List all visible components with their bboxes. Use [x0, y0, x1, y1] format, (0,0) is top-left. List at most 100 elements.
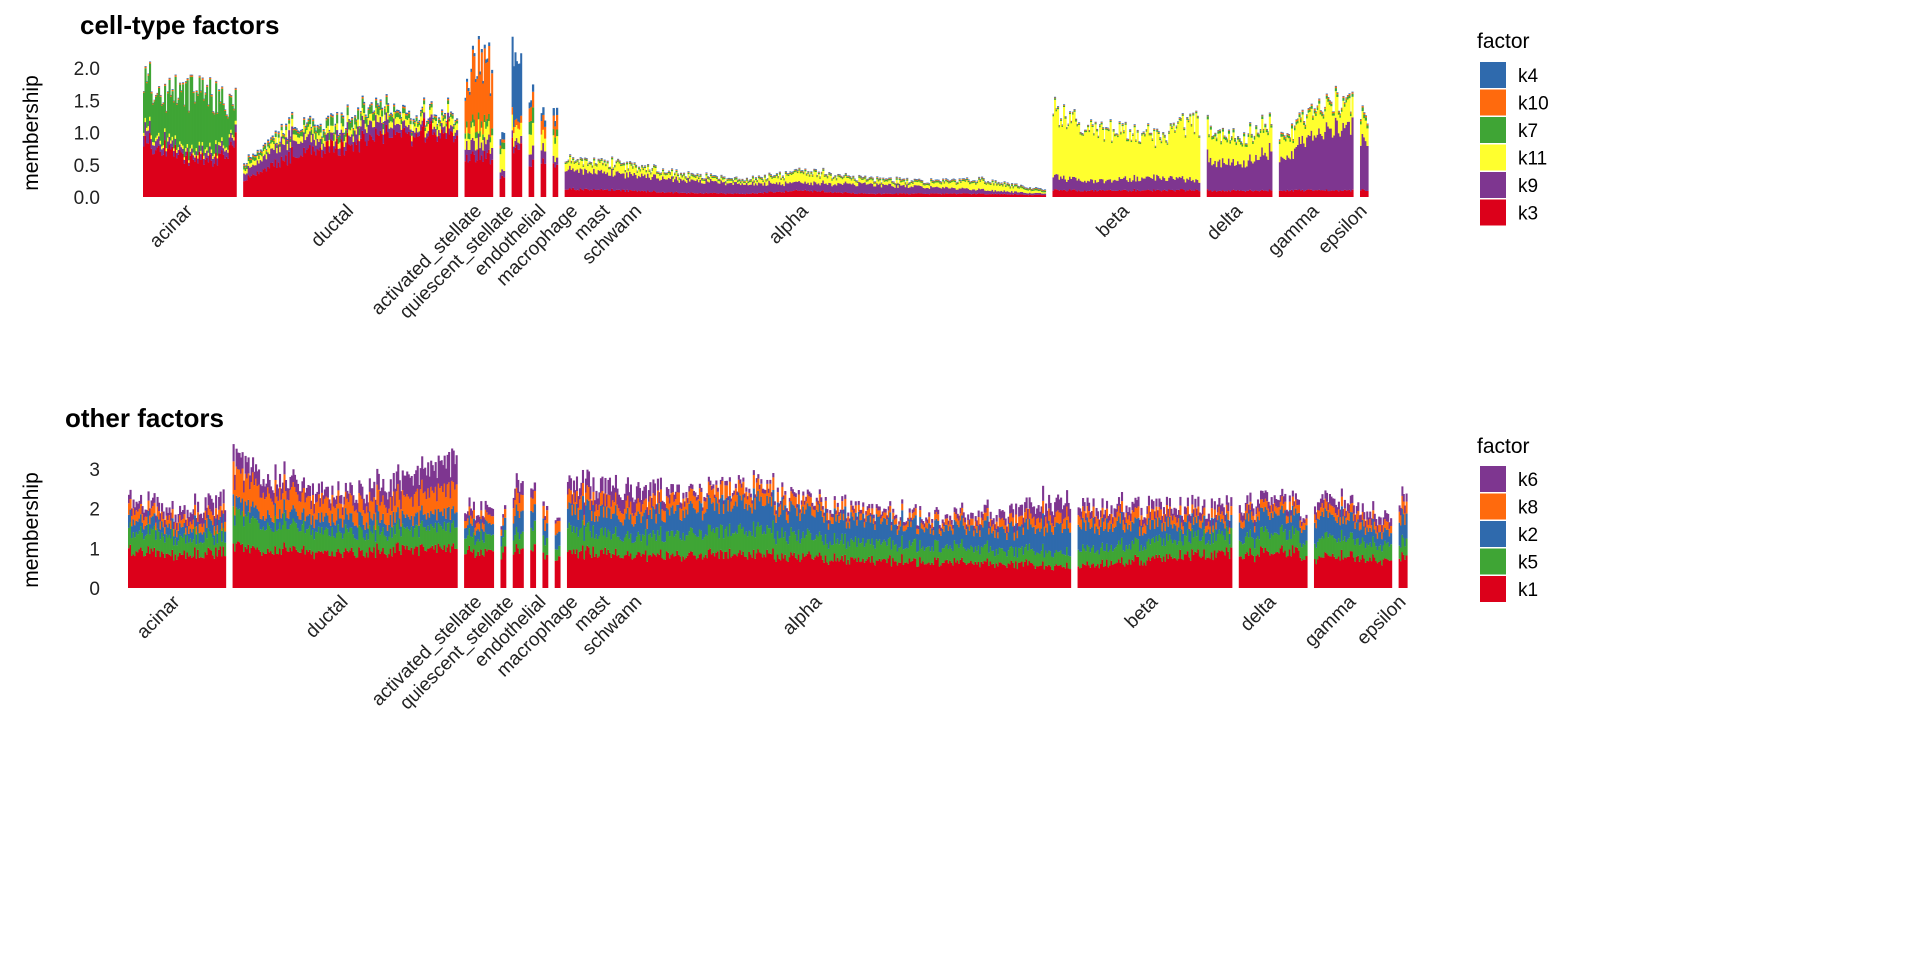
bar-segment-k11: [1069, 114, 1072, 177]
bar-segment-k4: [394, 110, 397, 113]
bar-segment-k2: [165, 524, 168, 535]
bar-segment-k10: [572, 157, 575, 159]
bar-segment-k10: [942, 179, 945, 181]
bar-segment-k3: [612, 190, 615, 197]
bar-segment-k10: [615, 161, 618, 162]
bar-segment-k7: [727, 179, 731, 181]
bar-segment-k10: [1283, 135, 1286, 138]
bar-segment-k4: [471, 45, 474, 50]
bar-segment-k7: [1017, 187, 1020, 189]
bar-segment-k3: [162, 154, 165, 197]
bar-segment-k10: [379, 100, 382, 103]
bar-segment-k4: [345, 127, 348, 129]
bar-segment-k3: [213, 163, 216, 197]
bar-segment-k6: [165, 507, 168, 516]
bar-segment-k11: [367, 117, 370, 125]
bar-segment-k9: [757, 182, 760, 193]
bar-segment-k9: [1036, 192, 1039, 195]
bar-segment-k4: [1252, 140, 1255, 142]
bar-segment-k10: [609, 167, 612, 168]
bar-segment-k3: [1262, 190, 1265, 197]
bar-segment-k4: [924, 183, 927, 184]
bar-segment-k3: [316, 149, 319, 197]
bar-segment-k9: [653, 174, 656, 191]
bar-segment-k10: [555, 115, 559, 130]
bar-segment-k11: [1192, 115, 1195, 180]
bar-segment-k11: [735, 179, 738, 182]
bar-segment-k4: [949, 180, 952, 181]
group-beta: [1052, 96, 1201, 197]
bar-segment-k7: [1283, 137, 1286, 140]
bar-segment-k11: [355, 128, 358, 135]
bar-segment-k10: [623, 163, 626, 165]
bar-segment-k11: [676, 176, 680, 181]
bar-segment-k10: [720, 175, 723, 177]
bar-segment-k4: [294, 127, 297, 129]
bar-segment-k7: [954, 180, 957, 183]
bar-segment-k7: [1298, 114, 1301, 118]
bar-segment-k9: [1309, 135, 1312, 190]
bar-segment-k9: [991, 189, 994, 194]
bar-segment-k11: [555, 136, 559, 158]
bar-segment-k3: [156, 147, 159, 197]
bar-segment-k1: [253, 547, 256, 588]
bar-segment-k4: [1136, 129, 1139, 131]
bar-segment-k11: [373, 120, 376, 127]
bar-segment-k11: [1032, 190, 1035, 194]
bar-segment-k9: [451, 126, 454, 133]
bar-segment-k3: [774, 192, 777, 197]
bar-segment-k4: [864, 175, 867, 177]
bar-segment-k3: [227, 158, 230, 197]
bar-segment-k11: [1123, 133, 1126, 178]
bar-segment-k9: [1318, 128, 1321, 190]
bar-segment-k9: [660, 179, 663, 193]
bar-segment-k4: [584, 157, 587, 159]
bar-segment-k11: [315, 139, 318, 146]
bar-segment-k11: [164, 128, 167, 132]
bar-segment-k8: [244, 473, 247, 502]
bar-segment-k7: [1290, 125, 1294, 129]
bar-segment-k11: [204, 149, 207, 153]
bar-segment-k11: [641, 167, 644, 174]
bar-segment-k9: [1267, 159, 1270, 192]
bar-segment-k10: [576, 159, 579, 161]
bar-segment-k11: [588, 164, 591, 172]
bar-segment-k10: [285, 125, 288, 127]
bar-segment-k10: [1238, 138, 1241, 140]
bar-segment-k11: [985, 184, 988, 191]
bar-segment-k10: [1342, 96, 1345, 98]
bar-segment-k9: [885, 184, 888, 194]
bar-segment-k4: [1278, 139, 1281, 140]
bar-segment-k10: [1130, 140, 1133, 141]
bar-segment-k3: [1115, 190, 1118, 197]
bar-segment-k10: [150, 92, 153, 94]
bar-segment-k9: [1126, 180, 1129, 191]
bar-segment-k7: [333, 134, 336, 141]
bar-segment-k11: [1103, 141, 1106, 184]
bar-segment-k7: [218, 91, 221, 142]
bar-segment-k4: [1186, 116, 1189, 118]
bar-segment-k11: [488, 120, 491, 135]
bar-segment-k10: [345, 128, 348, 131]
bar-segment-k10: [485, 63, 488, 122]
bar-segment-k9: [1230, 162, 1234, 191]
bar-segment-k10: [891, 181, 894, 183]
bar-segment-k1: [158, 550, 161, 588]
bar-segment-k3: [1206, 189, 1209, 197]
bar-segment-k4: [889, 177, 892, 179]
bar-segment-k7: [1174, 131, 1177, 133]
bar-segment-k11: [804, 171, 807, 182]
bar-segment-k9: [252, 164, 255, 175]
bar-segment-k3: [409, 135, 412, 197]
bar-segment-k9: [1017, 192, 1020, 195]
bar-segment-k4: [705, 172, 708, 174]
bar-segment-k9: [480, 142, 483, 156]
bar-segment-k11: [1150, 135, 1153, 178]
bar-segment-k11: [1163, 137, 1166, 179]
bar-segment-k9: [286, 150, 289, 166]
bar-segment-k9: [627, 177, 630, 192]
bar-segment-k1: [238, 542, 241, 588]
bar-segment-k9: [276, 153, 279, 169]
bar-segment-k7: [390, 115, 393, 122]
bar-segment-k11: [790, 174, 793, 184]
